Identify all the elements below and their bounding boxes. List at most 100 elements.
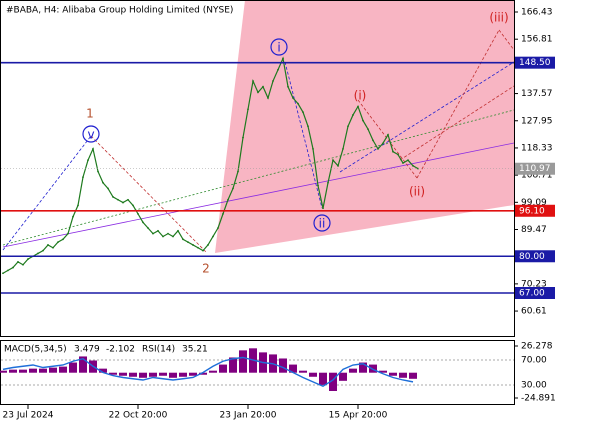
price-point	[62, 238, 64, 241]
price-point	[307, 125, 309, 128]
price-point	[412, 164, 414, 167]
macd-bar	[339, 372, 347, 381]
price-point	[202, 249, 204, 252]
macd-bar	[319, 372, 327, 385]
level-label-box	[515, 56, 555, 69]
macd-bar	[189, 372, 197, 376]
y2-tick-label: 30.00	[521, 381, 547, 391]
level-label: 148.50	[519, 58, 551, 68]
macd-bar	[229, 357, 237, 373]
macd-bar	[139, 372, 147, 378]
macd-bar	[179, 372, 187, 377]
macd-bar	[99, 368, 107, 373]
macd-bar	[129, 372, 137, 377]
price-point	[317, 184, 319, 187]
rsi-name: RSI(14)	[142, 345, 175, 355]
price-point	[257, 91, 259, 94]
price-point	[117, 198, 119, 201]
x-tick-label: 15 Apr 20:00	[329, 411, 388, 421]
price-point	[187, 241, 189, 244]
rsi-line	[2, 356, 414, 388]
price-point	[302, 111, 304, 114]
wave-line	[357, 99, 418, 179]
macd-bar	[39, 368, 47, 373]
wave-label: (iii)	[489, 11, 508, 25]
price-point	[237, 170, 239, 173]
level-label-box	[515, 162, 555, 175]
price-point	[127, 198, 129, 201]
wave-label: ii	[319, 217, 326, 231]
wave-circle	[270, 38, 288, 56]
price-point	[342, 147, 344, 150]
price-point	[332, 159, 334, 162]
macd-bar	[199, 372, 207, 375]
y-tick-label: 156.81	[521, 35, 553, 45]
price-point	[162, 235, 164, 238]
wave-label: i	[277, 41, 280, 55]
price-point	[167, 232, 169, 235]
wave-line	[339, 61, 515, 173]
macd-bar	[349, 368, 357, 373]
x-tick-label: 23 Jan 20:00	[220, 411, 277, 421]
y-tick-label: 118.33	[521, 143, 553, 153]
macd-bar	[169, 372, 177, 378]
x-tick-label: 23 Jul 2024	[3, 411, 54, 421]
signal-value: -2.102	[106, 345, 135, 355]
price-point	[402, 162, 404, 164]
indicator-name: MACD(5,34,5)	[4, 345, 67, 355]
macd-bar	[359, 362, 367, 373]
price-point	[217, 227, 219, 229]
wave-label: 2	[202, 262, 210, 276]
price-point	[242, 136, 244, 139]
price-point	[42, 249, 44, 252]
wave-line	[416, 29, 500, 179]
wave-line	[498, 29, 515, 51]
price-point	[227, 198, 229, 201]
level-label: 80.00	[519, 252, 545, 262]
price-point	[232, 187, 234, 190]
price-point	[247, 108, 249, 111]
price-point	[252, 80, 254, 82]
price-point	[97, 170, 99, 173]
macd-bar	[159, 372, 167, 376]
rsi-value: 35.21	[182, 345, 208, 355]
price-point	[122, 201, 124, 204]
macd-bar	[389, 372, 397, 376]
level-label-box	[515, 204, 555, 217]
y-tick-label: 60.61	[521, 307, 547, 317]
macd-bar	[379, 370, 387, 373]
price-point	[142, 221, 144, 224]
price-point	[322, 207, 324, 210]
price-point	[152, 232, 154, 235]
price-point	[182, 238, 184, 241]
level-label-box	[515, 286, 555, 299]
price-point	[172, 235, 174, 238]
macd-bar	[299, 370, 307, 373]
macd-bar	[149, 372, 157, 377]
y-tick-label: 99.09	[521, 198, 547, 208]
price-point	[37, 252, 39, 255]
price-point	[177, 229, 179, 232]
trend-lines	[2, 29, 515, 253]
price-point	[137, 212, 139, 215]
macd-bar	[79, 356, 87, 373]
y-tick-label: 89.47	[521, 225, 547, 235]
price-point	[327, 181, 329, 184]
y-tick-label: 108.71	[521, 171, 553, 181]
price-point	[352, 114, 354, 116]
level-label: 110.97	[519, 164, 551, 174]
price-point	[277, 68, 279, 71]
price-point	[57, 241, 59, 244]
price-point	[382, 142, 384, 145]
macd-bar	[0, 370, 7, 373]
chart-title: #BABA, H4: Alibaba Group Holding Limited…	[6, 6, 233, 16]
macd-bar	[219, 364, 227, 373]
price-point	[267, 97, 269, 99]
price-point	[387, 133, 389, 136]
price-point	[92, 147, 94, 150]
y-tick-label: 70.23	[521, 279, 547, 289]
wave-line	[399, 85, 515, 161]
y-tick-label: 26.278	[521, 342, 553, 352]
level-label-box	[515, 250, 555, 263]
